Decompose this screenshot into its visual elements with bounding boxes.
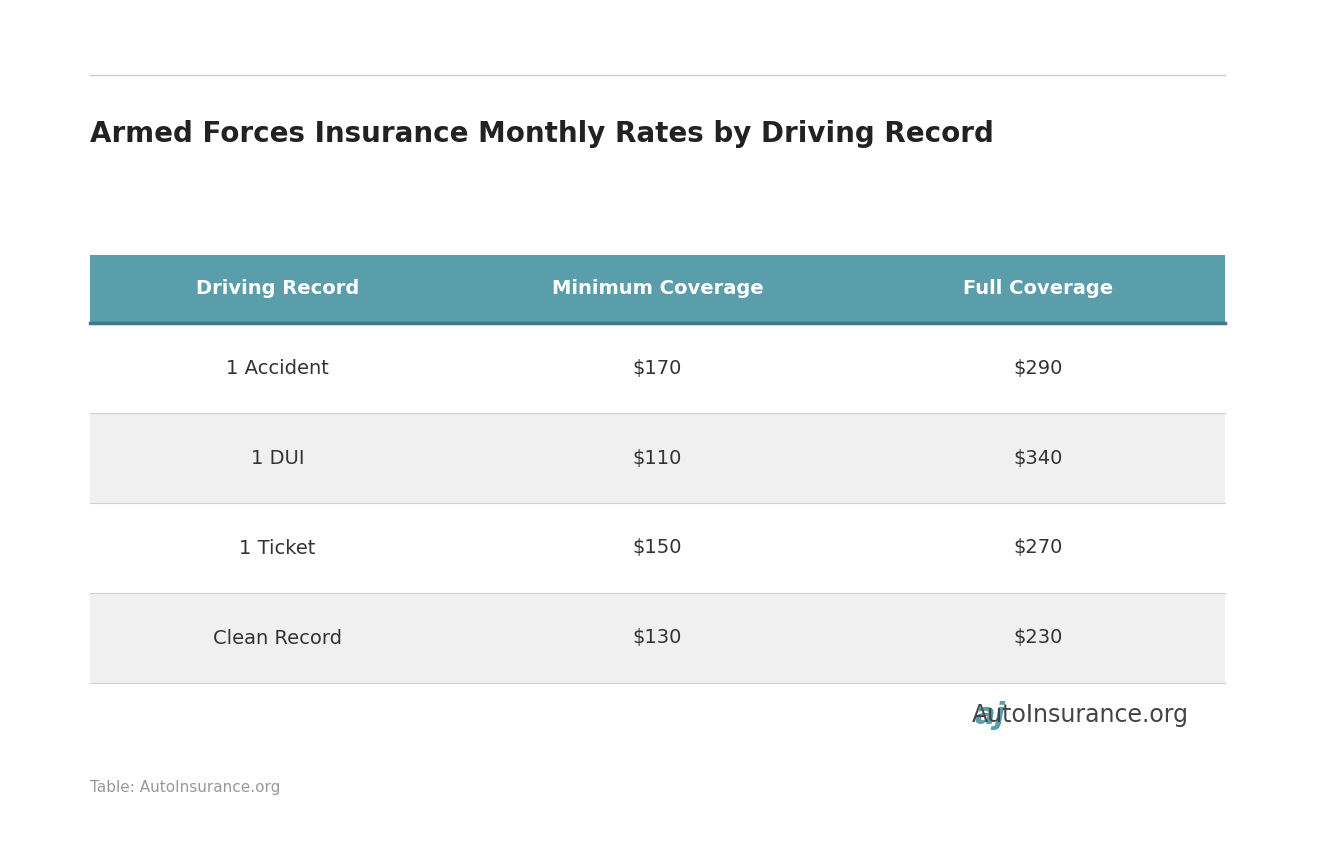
Text: $290: $290 [1012,359,1063,377]
Text: $230: $230 [1012,628,1063,647]
Text: 1 Accident: 1 Accident [226,359,329,377]
Text: Clean Record: Clean Record [213,628,342,647]
Bar [90,593,1225,683]
Bar [90,503,1225,593]
Text: AutoInsurance.org: AutoInsurance.org [972,703,1188,727]
Text: Armed Forces Insurance Monthly Rates by Driving Record: Armed Forces Insurance Monthly Rates by … [90,120,994,148]
Text: Driving Record: Driving Record [195,280,359,299]
Bar [90,413,1225,503]
Bar [90,323,1225,413]
Text: $110: $110 [632,449,682,467]
Text: $170: $170 [632,359,682,377]
Text: 1 DUI: 1 DUI [251,449,304,467]
Text: Full Coverage: Full Coverage [962,280,1113,299]
Text: $270: $270 [1012,538,1063,557]
Text: $150: $150 [632,538,682,557]
Text: $340: $340 [1012,449,1063,467]
Text: $130: $130 [632,628,682,647]
Bar [90,255,1225,323]
Text: Minimum Coverage: Minimum Coverage [552,280,763,299]
Text: Table: AutoInsurance.org: Table: AutoInsurance.org [90,780,280,795]
Text: aj: aj [974,700,1006,729]
Text: 1 Ticket: 1 Ticket [239,538,315,557]
